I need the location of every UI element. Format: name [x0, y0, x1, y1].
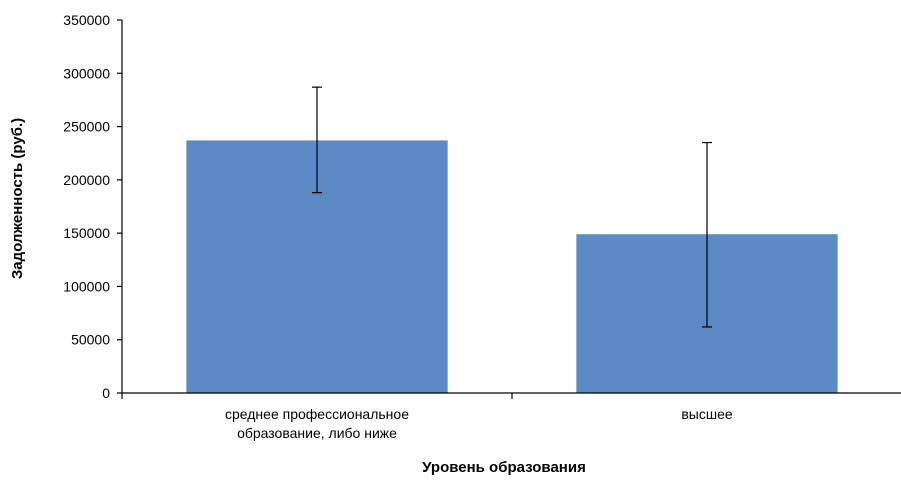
error-bars-group	[312, 86, 712, 328]
x-ticks-group	[121, 393, 513, 399]
y-ticks-group: 0 50000 100000 150000 200000 250000 300000 3500…	[63, 12, 122, 401]
x-category-label: образование, либо ниже	[237, 425, 397, 441]
y-tick-label: 200000	[63, 172, 110, 188]
y-tick-label: 300000	[63, 65, 110, 81]
x-axis-title: Уровень образования	[422, 459, 586, 476]
x-category-label: среднее профессиональное	[225, 406, 409, 422]
x-category-label: высшее	[681, 406, 733, 422]
category-labels-group: среднее профессиональное образование, либ…	[225, 406, 733, 441]
y-tick-label: 350000	[63, 12, 110, 28]
y-tick-label: 0	[102, 385, 110, 401]
y-axis-title: Задолженность (руб.)	[9, 118, 26, 279]
bars-group	[186, 140, 838, 393]
y-tick-label: 150000	[63, 225, 110, 241]
y-tick-label: 50000	[71, 332, 110, 348]
y-tick-label: 100000	[63, 278, 110, 294]
y-tick-label: 250000	[63, 119, 110, 135]
